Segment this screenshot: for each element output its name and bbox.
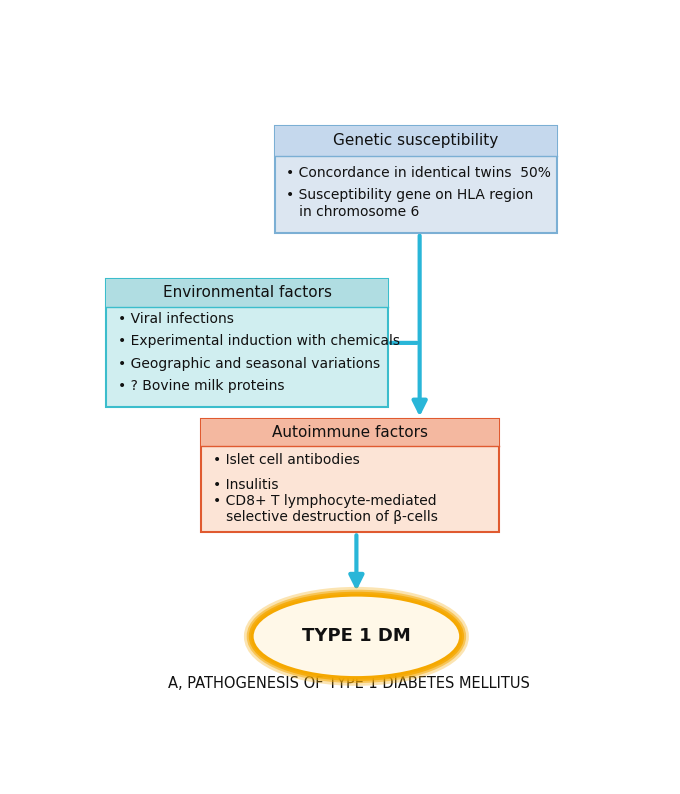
FancyBboxPatch shape bbox=[275, 126, 557, 156]
Text: A, PATHOGENESIS OF TYPE 1 DIABETES MELLITUS: A, PATHOGENESIS OF TYPE 1 DIABETES MELLI… bbox=[167, 676, 530, 692]
Ellipse shape bbox=[254, 596, 459, 676]
FancyBboxPatch shape bbox=[201, 419, 498, 446]
Text: Environmental factors: Environmental factors bbox=[163, 285, 332, 300]
Text: • ? Bovine milk proteins: • ? Bovine milk proteins bbox=[118, 379, 284, 393]
FancyBboxPatch shape bbox=[201, 419, 498, 533]
Text: • Susceptibility gene on HLA region
   in chromosome 6: • Susceptibility gene on HLA region in c… bbox=[286, 188, 534, 219]
Text: • Islet cell antibodies: • Islet cell antibodies bbox=[213, 453, 359, 467]
FancyBboxPatch shape bbox=[275, 126, 557, 233]
Text: • Experimental induction with chemicals: • Experimental induction with chemicals bbox=[118, 334, 400, 349]
Text: • Concordance in identical twins  50%: • Concordance in identical twins 50% bbox=[286, 166, 551, 179]
Text: • Insulitis: • Insulitis bbox=[213, 477, 278, 491]
FancyBboxPatch shape bbox=[106, 279, 388, 307]
Text: • Geographic and seasonal variations: • Geographic and seasonal variations bbox=[118, 357, 380, 371]
FancyBboxPatch shape bbox=[106, 279, 388, 407]
Text: TYPE 1 DM: TYPE 1 DM bbox=[302, 627, 411, 646]
Text: Autoimmune factors: Autoimmune factors bbox=[272, 426, 428, 441]
Text: Genetic susceptibility: Genetic susceptibility bbox=[333, 133, 498, 148]
Text: • CD8+ T lymphocyte-mediated
   selective destruction of β-cells: • CD8+ T lymphocyte-mediated selective d… bbox=[213, 494, 437, 525]
Text: • Viral infections: • Viral infections bbox=[118, 312, 233, 326]
